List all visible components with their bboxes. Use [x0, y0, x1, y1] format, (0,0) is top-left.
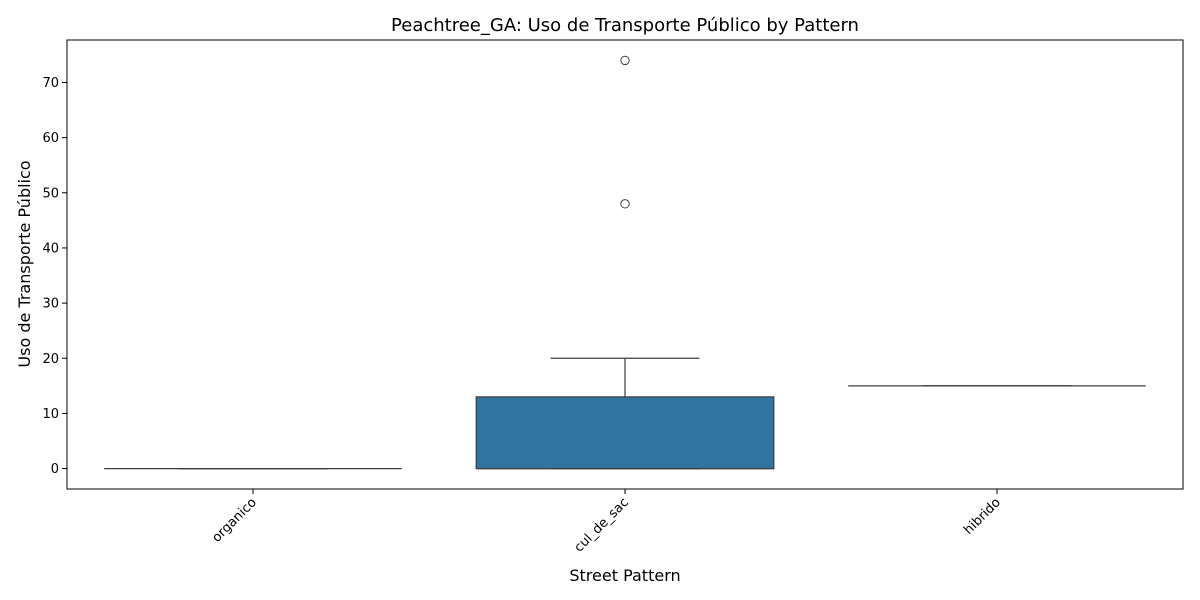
x-tick-label: organico: [209, 495, 259, 545]
y-tick-label: 30: [42, 297, 59, 312]
y-tick-label: 50: [42, 186, 59, 201]
y-tick-label: 60: [42, 131, 59, 146]
axes: 0 10 20 30 40 50 60 70 organico cul_de_sac hibrido: [42, 76, 1003, 555]
x-tick-label: hibrido: [961, 495, 1004, 538]
y-tick-label: 70: [42, 76, 59, 91]
outlier-point: [620, 55, 630, 66]
box-group-cul_de_sac: [475, 55, 775, 470]
y-tick-label: 40: [42, 241, 59, 256]
y-tick-label: 20: [42, 352, 59, 367]
y-tick-label: 10: [42, 407, 59, 422]
x-axis-label: Street Pattern: [569, 566, 680, 585]
x-tick-label: cul_de_sac: [572, 495, 632, 555]
outlier-point: [620, 199, 630, 209]
plot-area: [104, 55, 1146, 470]
box-iqr: [475, 396, 775, 470]
chart-title: Peachtree_GA: Uso de Transporte Público …: [391, 15, 859, 36]
y-tick-label: 0: [51, 462, 59, 477]
y-axis-label: Uso de Transporte Público: [15, 160, 34, 367]
